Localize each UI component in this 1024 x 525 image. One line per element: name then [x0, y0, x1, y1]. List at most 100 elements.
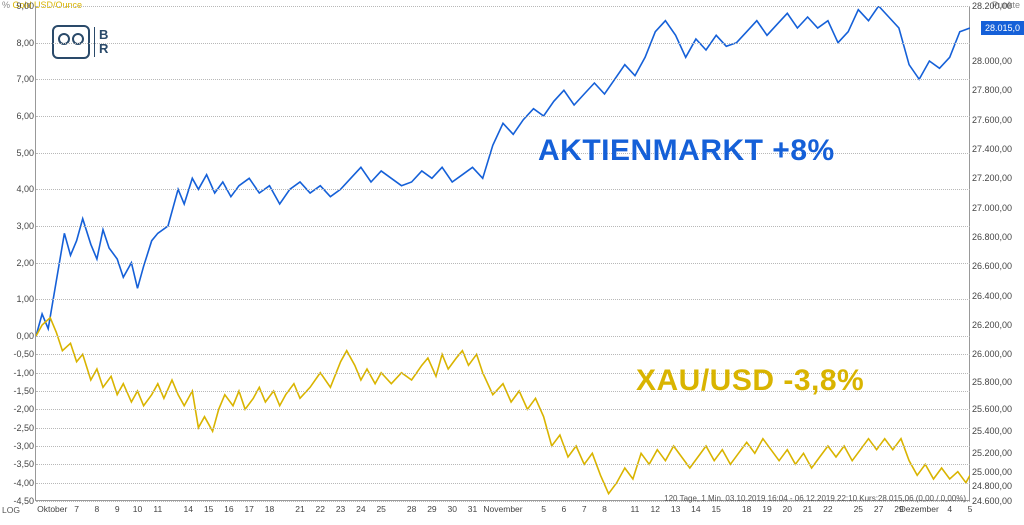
y-left-tick: 0,00: [0, 331, 34, 341]
x-tick: 28: [407, 504, 416, 514]
y-left-tick: 7,00: [0, 74, 34, 84]
x-tick: 21: [295, 504, 304, 514]
x-tick: 7: [74, 504, 79, 514]
x-tick: 11: [631, 504, 640, 514]
x-tick: 29: [427, 504, 436, 514]
price-flag: 28.015,0: [981, 21, 1024, 35]
gridline: [36, 446, 970, 447]
bottom-info: 120 Tage, 1 Min. 03.10.2019 16:04 - 06.1…: [664, 494, 966, 503]
x-tick: 18: [742, 504, 751, 514]
x-tick: Dezember: [900, 504, 939, 514]
y-right-tick: 24.600,00: [968, 496, 1024, 506]
y-left-tick: -3,50: [0, 459, 34, 469]
y-right-tick: 28.200,00: [968, 1, 1024, 11]
y-left-tick: -2,50: [0, 423, 34, 433]
x-tick: 15: [711, 504, 720, 514]
x-tick: 7: [582, 504, 587, 514]
x-tick: 27: [874, 504, 883, 514]
y-right-tick: 27.000,00: [968, 203, 1024, 213]
x-tick: Oktober: [37, 504, 67, 514]
series-gold: [36, 318, 970, 494]
y-left-tick: -2,00: [0, 404, 34, 414]
x-tick: 23: [336, 504, 345, 514]
y-left-tick: 2,00: [0, 258, 34, 268]
y-left-tick: -4,50: [0, 496, 34, 506]
x-tick: 20: [783, 504, 792, 514]
gridline: [36, 409, 970, 410]
x-tick: 24: [356, 504, 365, 514]
x-tick: 15: [204, 504, 213, 514]
y-left-tick: 4,00: [0, 184, 34, 194]
x-tick: 5: [968, 504, 973, 514]
y-left-tick: 8,00: [0, 38, 34, 48]
x-tick: 16: [224, 504, 233, 514]
x-tick: 25: [376, 504, 385, 514]
y-right-tick: 25.400,00: [968, 426, 1024, 436]
y-right-tick: 28.000,00: [968, 56, 1024, 66]
y-right-tick: 27.600,00: [968, 115, 1024, 125]
y-right-tick: 26.400,00: [968, 291, 1024, 301]
x-tick: 18: [265, 504, 274, 514]
gridline: [36, 336, 970, 337]
gridline: [36, 464, 970, 465]
y-right-tick: 25.000,00: [968, 467, 1024, 477]
y-right-tick: 26.600,00: [968, 261, 1024, 271]
y-right-tick: 27.400,00: [968, 144, 1024, 154]
y-left-tick: 5,00: [0, 148, 34, 158]
x-tick: 22: [823, 504, 832, 514]
x-tick: 13: [671, 504, 680, 514]
gridline: [36, 79, 970, 80]
y-right-tick: 25.800,00: [968, 377, 1024, 387]
gridline: [36, 226, 970, 227]
x-tick: 8: [602, 504, 607, 514]
financial-chart: % Gold USD/Ounce Punkte BR AKTIENMARKT +…: [0, 0, 1024, 525]
x-tick: 12: [651, 504, 660, 514]
gridline: [36, 263, 970, 264]
x-tick: 25: [854, 504, 863, 514]
y-left-tick: -3,00: [0, 441, 34, 451]
y-left-tick: -4,00: [0, 478, 34, 488]
gridline: [36, 43, 970, 44]
y-right-tick: 25.200,00: [968, 448, 1024, 458]
x-tick: 4: [947, 504, 952, 514]
series-stocks: [36, 6, 970, 336]
gridline: [36, 189, 970, 190]
x-tick: 14: [184, 504, 193, 514]
x-tick: 6: [562, 504, 567, 514]
gridline: [36, 6, 970, 7]
y-left-tick: 1,00: [0, 294, 34, 304]
y-right-tick: 25.600,00: [968, 404, 1024, 414]
y-left-tick: -1,00: [0, 368, 34, 378]
y-right-tick: 27.200,00: [968, 173, 1024, 183]
plot-area: [36, 6, 970, 501]
x-tick: 9: [115, 504, 120, 514]
stocks-annotation: AKTIENMARKT +8%: [538, 134, 835, 168]
gridline: [36, 299, 970, 300]
y-right-tick: 27.800,00: [968, 85, 1024, 95]
gridline: [36, 483, 970, 484]
gridline: [36, 428, 970, 429]
y-right-tick: 26.800,00: [968, 232, 1024, 242]
x-tick: 30: [448, 504, 457, 514]
x-tick: 11: [153, 504, 162, 514]
x-tick: 14: [691, 504, 700, 514]
y-right-tick: 24.800,00: [968, 481, 1024, 491]
x-tick: 22: [316, 504, 325, 514]
y-left-tick: 6,00: [0, 111, 34, 121]
x-tick: 21: [803, 504, 812, 514]
y-left-tick: 3,00: [0, 221, 34, 231]
x-tick: November: [483, 504, 522, 514]
x-tick: 5: [541, 504, 546, 514]
gridline: [36, 116, 970, 117]
y-right-tick: 26.000,00: [968, 349, 1024, 359]
y-right-tick: 26.200,00: [968, 320, 1024, 330]
y-left-tick: -1,50: [0, 386, 34, 396]
gold-annotation: XAU/USD -3,8%: [636, 364, 864, 398]
y-left-tick: -0,50: [0, 349, 34, 359]
x-tick: 31: [468, 504, 477, 514]
gridline: [36, 354, 970, 355]
x-tick: 19: [762, 504, 771, 514]
x-tick: 17: [244, 504, 253, 514]
log-label: LOG: [2, 505, 20, 515]
x-tick: 8: [95, 504, 100, 514]
